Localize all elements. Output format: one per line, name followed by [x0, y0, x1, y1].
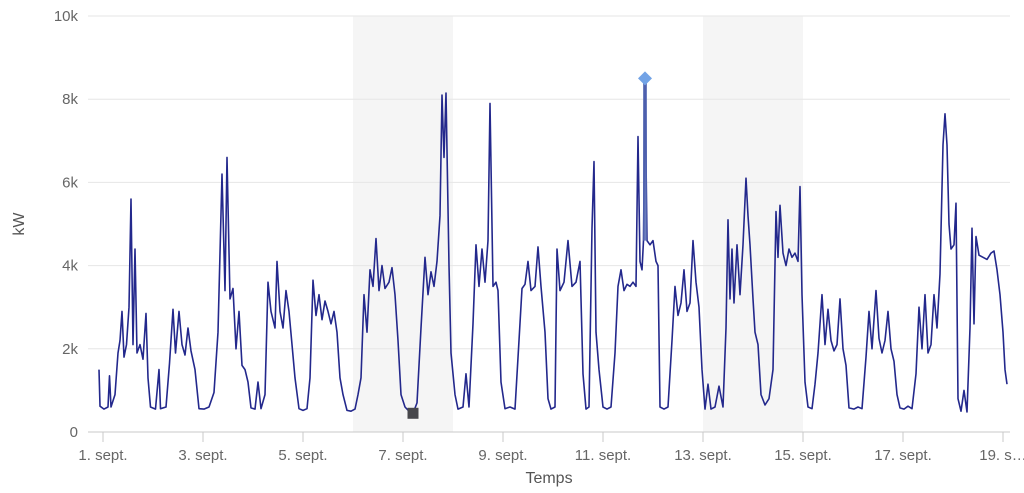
y-tick-label: 6k — [62, 174, 78, 191]
x-tick-label: 9. sept. — [478, 447, 527, 464]
y-tick-label: 4k — [62, 258, 78, 275]
power-series-line[interactable] — [98, 77, 1008, 415]
x-tick-label: 13. sept. — [674, 447, 732, 464]
y-axis-title: kW — [11, 212, 28, 236]
x-tick-label: 1. sept. — [78, 447, 127, 464]
y-tick-label: 10k — [54, 8, 79, 25]
min-point-marker-square[interactable] — [407, 407, 419, 419]
x-tick-label: 3. sept. — [178, 447, 227, 464]
weekend-plot-band — [353, 16, 453, 432]
x-tick-label: 15. sept. — [774, 447, 832, 464]
y-tick-label: 8k — [62, 91, 78, 108]
y-tick-label: 2k — [62, 341, 78, 358]
max-point-marker-diamond[interactable] — [638, 71, 652, 86]
x-tick-label: 17. sept. — [874, 447, 932, 464]
x-tick-label: 19. s… — [979, 447, 1024, 464]
weekend-plot-band — [703, 16, 803, 432]
x-tick-label: 5. sept. — [278, 447, 327, 464]
y-tick-label: 0 — [70, 424, 78, 441]
x-axis-title: Temps — [525, 470, 573, 487]
x-tick-label: 7. sept. — [378, 447, 427, 464]
x-tick-label: 11. sept. — [575, 447, 631, 464]
